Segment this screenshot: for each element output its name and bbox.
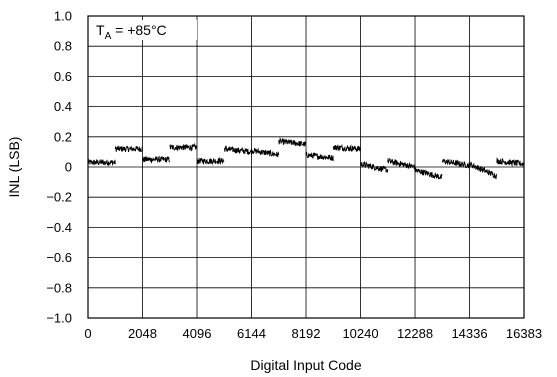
inl-series-segment bbox=[169, 142, 198, 152]
plot-frame bbox=[87, 15, 525, 319]
x-tick-label: 6144 bbox=[237, 326, 266, 341]
inl-series-segment bbox=[305, 150, 334, 161]
x-tick-label: 8192 bbox=[292, 326, 321, 341]
x-tick-label: 12288 bbox=[397, 326, 433, 341]
inl-series-segment bbox=[414, 167, 443, 180]
temperature-label: TA = +85°C bbox=[96, 22, 167, 42]
y-tick-label: 0.2 bbox=[54, 129, 72, 144]
x-tick-labels: 0 2048 4096 6144 8192 10240 12288 14336 16383 bbox=[84, 326, 542, 341]
y-tick-label: −0.6 bbox=[46, 250, 72, 265]
y-tick-label: 0.4 bbox=[54, 99, 72, 114]
inl-series-segment bbox=[387, 157, 416, 170]
x-tick-label: 10240 bbox=[342, 326, 378, 341]
annotation-main: T bbox=[96, 22, 105, 38]
y-tick-label: 0.6 bbox=[54, 69, 72, 84]
x-tick-label: 2048 bbox=[128, 326, 157, 341]
y-tick-label: 0 bbox=[65, 160, 72, 175]
inl-series-segment bbox=[223, 145, 252, 155]
inl-series-segment bbox=[87, 158, 116, 167]
inl-series-segment bbox=[469, 161, 498, 180]
inl-series-segment bbox=[441, 158, 470, 169]
x-tick-label: 14336 bbox=[451, 326, 487, 341]
annotation-subscript: A bbox=[105, 31, 112, 42]
x-tick-label: 0 bbox=[84, 326, 91, 341]
inl-series-segment bbox=[496, 156, 525, 168]
grid-lines bbox=[88, 16, 524, 318]
inl-series-segment bbox=[251, 147, 280, 158]
y-tick-label: −0.2 bbox=[46, 190, 72, 205]
inl-series-segment bbox=[142, 155, 171, 164]
x-axis-title: Digital Input Code bbox=[250, 357, 362, 373]
inl-series-segment bbox=[196, 156, 225, 166]
x-tick-label: 16383 bbox=[506, 326, 542, 341]
inl-series-segment bbox=[332, 143, 361, 153]
y-tick-label: −0.4 bbox=[46, 220, 72, 235]
annotation-rest: = +85°C bbox=[111, 22, 166, 38]
series-layer bbox=[87, 137, 525, 180]
inl-series-segment bbox=[360, 160, 389, 173]
y-tick-label: −0.8 bbox=[46, 280, 72, 295]
temperature-annotation: TA = +85°C bbox=[93, 20, 197, 42]
y-tick-label: −1.0 bbox=[46, 311, 72, 326]
y-tick-labels: 1.0 0.8 0.6 0.4 0.2 0 −0.2 −0.4 −0.6 −0.8 −1.0 bbox=[46, 9, 72, 326]
y-tick-label: 0.8 bbox=[54, 39, 72, 54]
y-axis-title: INL (LSB) bbox=[6, 137, 22, 198]
inl-series-segment bbox=[114, 145, 143, 153]
x-tick-label: 4096 bbox=[183, 326, 212, 341]
y-tick-label: 1.0 bbox=[54, 9, 72, 24]
inl-series-segment bbox=[278, 137, 307, 147]
